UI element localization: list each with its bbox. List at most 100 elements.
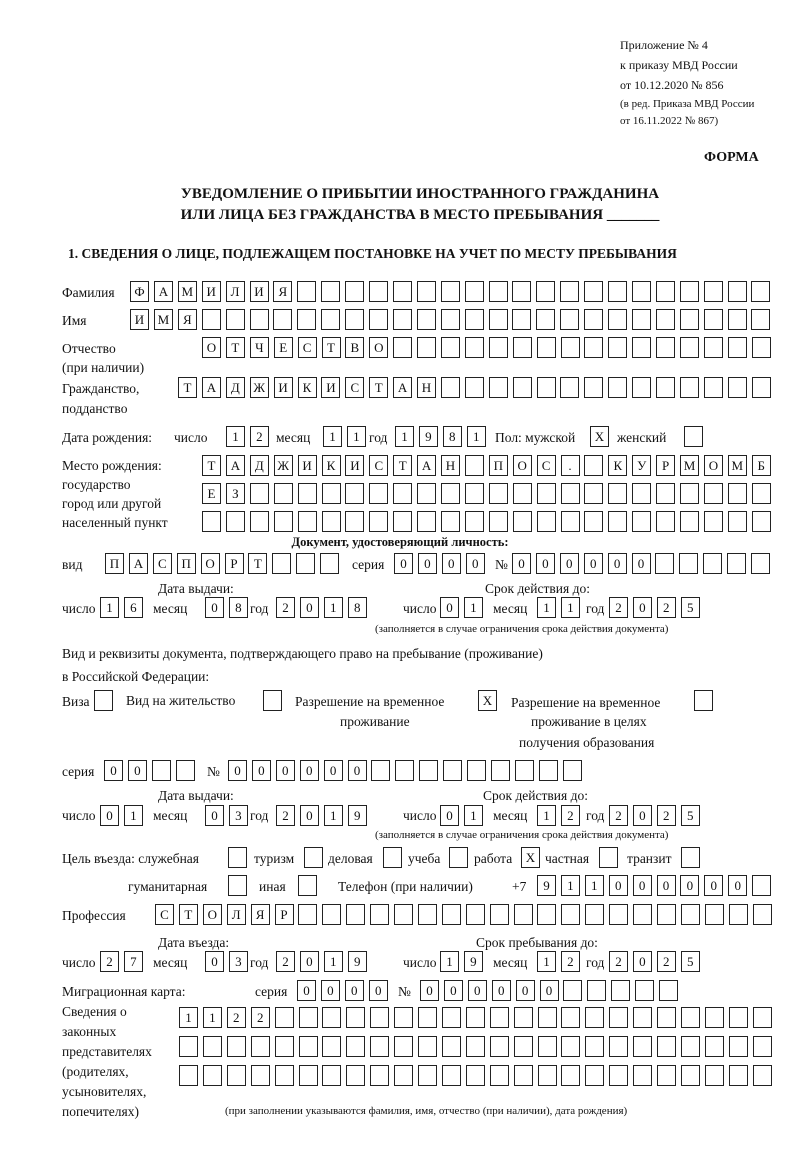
citizenship-box[interactable] <box>512 377 532 398</box>
birthplace-box[interactable]: К <box>608 455 628 476</box>
name-box[interactable]: М <box>153 309 173 330</box>
doc-kind-box[interactable]: О <box>200 553 220 574</box>
birthplace-box[interactable] <box>751 511 771 532</box>
representatives-box[interactable] <box>633 1065 653 1086</box>
birthplace-box[interactable]: Т <box>202 455 221 476</box>
surname-box[interactable] <box>488 281 508 302</box>
birthplace-box[interactable] <box>632 511 652 532</box>
birth-year-box[interactable]: 1 <box>466 426 486 447</box>
migration-number-box[interactable] <box>611 980 631 1001</box>
doc-number-box[interactable] <box>655 553 675 574</box>
valid-year-box[interactable]: 2 <box>656 805 676 826</box>
purpose-other-checkbox[interactable] <box>298 875 317 896</box>
name-box[interactable]: И <box>130 309 149 330</box>
valid-day-box[interactable]: 0 <box>440 805 459 826</box>
name-box[interactable] <box>536 309 556 330</box>
permit-number-box[interactable]: 0 <box>251 760 271 781</box>
birthplace-box[interactable] <box>273 483 293 504</box>
permit-series-box[interactable]: 0 <box>127 760 147 781</box>
issue-month-box[interactable]: 0 <box>205 805 224 826</box>
doc-kind-box[interactable]: Р <box>224 553 244 574</box>
surname-box[interactable] <box>321 281 341 302</box>
representatives-box[interactable] <box>489 1036 509 1057</box>
sex-female-checkbox[interactable] <box>684 426 703 447</box>
name-box[interactable] <box>703 309 723 330</box>
stay-month-box[interactable]: 1 <box>537 951 556 972</box>
name-box[interactable] <box>416 309 436 330</box>
birthplace-box[interactable] <box>369 511 389 532</box>
surname-box[interactable] <box>392 281 412 302</box>
permit-series-box[interactable] <box>151 760 171 781</box>
citizenship-box[interactable]: С <box>345 377 365 398</box>
representatives-box[interactable] <box>537 1065 557 1086</box>
name-box[interactable] <box>440 309 460 330</box>
doc-kind-box[interactable]: А <box>128 553 148 574</box>
representatives-box[interactable] <box>274 1036 294 1057</box>
representatives-box[interactable] <box>489 1065 509 1086</box>
birthplace-box[interactable] <box>297 511 317 532</box>
citizenship-box[interactable] <box>536 377 556 398</box>
purpose-transit-checkbox[interactable] <box>681 847 700 868</box>
name-box[interactable] <box>512 309 532 330</box>
phone-box[interactable]: 1 <box>560 875 580 896</box>
phone-box[interactable] <box>752 875 772 896</box>
permit-number-box[interactable] <box>419 760 439 781</box>
profession-box[interactable]: Т <box>178 904 198 925</box>
doc-number-box[interactable]: 0 <box>583 553 603 574</box>
stay-month-box[interactable]: 2 <box>560 951 580 972</box>
migration-series-box[interactable]: 0 <box>368 980 388 1001</box>
citizenship-box[interactable] <box>679 377 699 398</box>
citizenship-box[interactable]: А <box>393 377 413 398</box>
representatives-box[interactable] <box>561 1065 581 1086</box>
birthplace-box[interactable]: С <box>369 455 389 476</box>
citizenship-box[interactable] <box>464 377 484 398</box>
entry-day-box[interactable]: 2 <box>100 951 119 972</box>
patronymic-box[interactable] <box>488 337 508 358</box>
permit-number-box[interactable] <box>371 760 391 781</box>
birthplace-box[interactable] <box>703 511 723 532</box>
patronymic-box[interactable] <box>512 337 532 358</box>
representatives-box[interactable] <box>465 1007 485 1028</box>
representatives-box[interactable] <box>346 1007 366 1028</box>
profession-box[interactable]: Я <box>250 904 270 925</box>
migration-number-box[interactable] <box>587 980 607 1001</box>
migration-number-box[interactable]: 0 <box>539 980 559 1001</box>
representatives-box[interactable] <box>394 1007 414 1028</box>
patronymic-box[interactable] <box>751 337 771 358</box>
birthplace-box[interactable] <box>751 483 771 504</box>
citizenship-box[interactable] <box>632 377 652 398</box>
representatives-box[interactable] <box>585 1007 605 1028</box>
birthplace-box[interactable] <box>727 483 747 504</box>
name-box[interactable] <box>321 309 341 330</box>
representatives-box[interactable] <box>728 1065 748 1086</box>
doc-number-box[interactable] <box>703 553 723 574</box>
birthplace-box[interactable] <box>584 455 604 476</box>
surname-box[interactable]: Я <box>273 281 293 302</box>
representatives-box[interactable] <box>441 1007 461 1028</box>
representatives-box[interactable] <box>585 1036 605 1057</box>
surname-box[interactable]: А <box>153 281 173 302</box>
representatives-box[interactable] <box>274 1007 294 1028</box>
entry-day-box[interactable]: 7 <box>123 951 143 972</box>
representatives-box[interactable] <box>680 1036 700 1057</box>
patronymic-box[interactable] <box>680 337 699 358</box>
representatives-box[interactable] <box>609 1007 629 1028</box>
birthplace-box[interactable] <box>703 483 723 504</box>
valid-day-box[interactable]: 0 <box>440 597 459 618</box>
name-box[interactable] <box>751 309 771 330</box>
surname-box[interactable] <box>536 281 556 302</box>
name-box[interactable] <box>560 309 580 330</box>
representatives-box[interactable] <box>418 1065 437 1086</box>
citizenship-box[interactable] <box>560 377 580 398</box>
citizenship-box[interactable]: К <box>297 377 317 398</box>
representatives-box[interactable] <box>561 1007 581 1028</box>
birthplace-box[interactable] <box>249 511 269 532</box>
stay-day-box[interactable]: 1 <box>440 951 459 972</box>
birth-month-box[interactable]: 1 <box>323 426 342 447</box>
representatives-box[interactable] <box>226 1065 246 1086</box>
representatives-box[interactable] <box>298 1007 318 1028</box>
stay-year-box[interactable]: 0 <box>632 951 652 972</box>
patronymic-box[interactable] <box>464 337 484 358</box>
name-box[interactable]: Я <box>177 309 197 330</box>
patronymic-box[interactable]: О <box>369 337 389 358</box>
